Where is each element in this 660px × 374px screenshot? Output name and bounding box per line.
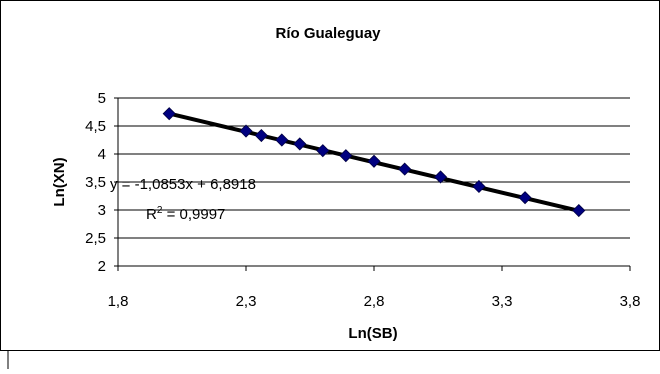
trendline-equation: y = -1,0853x + 6,8918 (110, 176, 256, 193)
data-point (162, 107, 176, 121)
x-tick-label: 3,8 (620, 293, 641, 310)
data-point (367, 154, 381, 168)
chart-border (0, 0, 660, 351)
data-point (293, 137, 307, 151)
y-tick-label: 2,5 (85, 230, 106, 247)
r-squared-label: R2 = 0,9997 (146, 205, 225, 223)
y-axis-title: Ln(XN) (51, 157, 68, 206)
x-tick-label: 2,8 (364, 293, 385, 310)
data-point (316, 144, 330, 158)
chart-title: Río Gualeguay (275, 25, 381, 42)
y-tick-label: 3 (98, 202, 106, 219)
data-point (433, 170, 448, 184)
data-point (472, 179, 486, 194)
data-point (275, 133, 289, 147)
x-axis-title: Ln(SB) (348, 325, 397, 342)
y-tick-label: 3,5 (85, 174, 106, 191)
x-tick-label: 1,8 (108, 293, 129, 310)
gridlines (114, 97, 631, 271)
tick-labels: 2 2,5 3 3,5 4 4,5 5 1,8 2,3 2,8 3,3 3,8 (85, 90, 640, 310)
x-tick-label: 2,3 (236, 293, 257, 310)
y-tick-label: 4,5 (85, 118, 106, 135)
data-point (254, 128, 268, 143)
data-point (339, 149, 353, 163)
data-point (572, 203, 586, 218)
data-point (518, 191, 532, 205)
y-tick-label: 4 (98, 146, 106, 163)
data-point (239, 124, 253, 138)
data-point (398, 162, 412, 176)
x-tick-label: 3,3 (492, 293, 513, 310)
y-tick-label: 2 (98, 258, 106, 275)
data-points (162, 107, 586, 218)
y-tick-label: 5 (98, 90, 106, 107)
